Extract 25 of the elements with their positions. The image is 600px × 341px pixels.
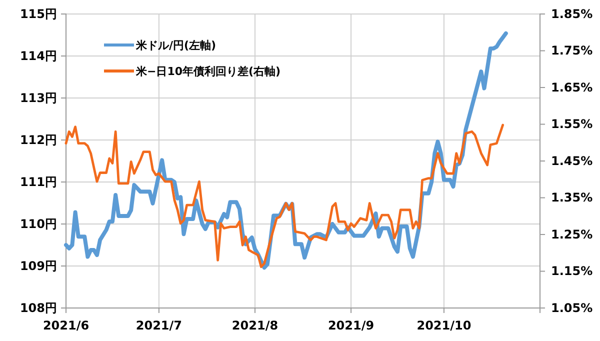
y-tick-label: 115円 [20,6,57,21]
y2-tick-label: 1.85% [551,6,593,21]
y2-tick-label: 1.35% [551,190,593,205]
y-tick-label: 108円 [20,300,57,315]
y-tick-label: 113円 [20,90,57,105]
x-tick-label: 2021/6 [42,318,90,333]
y2-tick-label: 1.45% [551,154,593,168]
y2-tick-label: 1.15% [551,264,593,278]
x-tick-label: 2021/9 [328,318,374,333]
y2-tick-label: 1.25% [551,227,593,242]
y2-tick-label: 1.75% [551,44,593,58]
y2-tick-label: 1.65% [551,80,593,94]
legend-label: 米−日10年債利回り差(右軸) [135,65,281,78]
x-tick-label: 2021/8 [232,318,278,333]
x-tick-label: 2021/7 [136,318,182,333]
x-tick-label: 2021/10 [416,318,472,333]
legend-label: 米ドル/円(左軸) [135,39,216,52]
line-series [64,124,504,268]
y-tick-label: 112円 [20,132,57,147]
y2-tick-label: 1.05% [551,300,593,315]
y-tick-label: 111円 [20,174,57,189]
y-tick-label: 109円 [20,258,57,273]
y2-tick-label: 1.55% [551,117,593,132]
y-tick-label: 114円 [20,48,57,63]
y-tick-label: 110円 [20,216,57,231]
